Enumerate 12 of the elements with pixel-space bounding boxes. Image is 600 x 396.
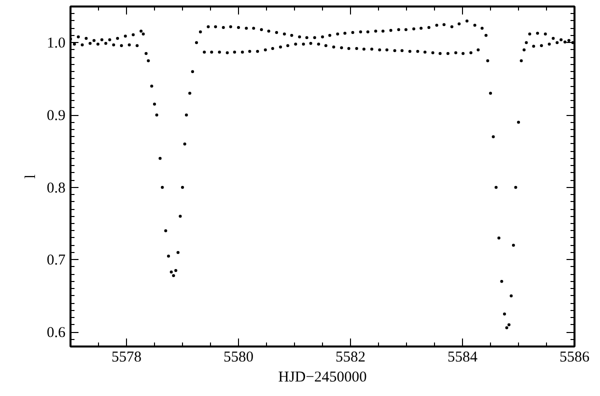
x-tick-label: 5584 <box>448 350 478 366</box>
y-tick-label: 1.0 <box>46 36 66 52</box>
y-tick-label: 0.9 <box>46 108 66 124</box>
x-tick-label: 5578 <box>112 350 142 366</box>
x-tick-label: 5582 <box>336 350 366 366</box>
x-axis-title: HJD−2450000 <box>278 370 367 386</box>
y-axis-title: l <box>22 174 39 179</box>
y-tick-label: 0.6 <box>46 325 66 342</box>
x-tick-label: 5580 <box>224 350 254 366</box>
y-tick-label: 0.8 <box>46 180 66 196</box>
x-tick-label: 5586 <box>560 350 590 366</box>
y-tick-label: 0.7 <box>46 252 66 269</box>
